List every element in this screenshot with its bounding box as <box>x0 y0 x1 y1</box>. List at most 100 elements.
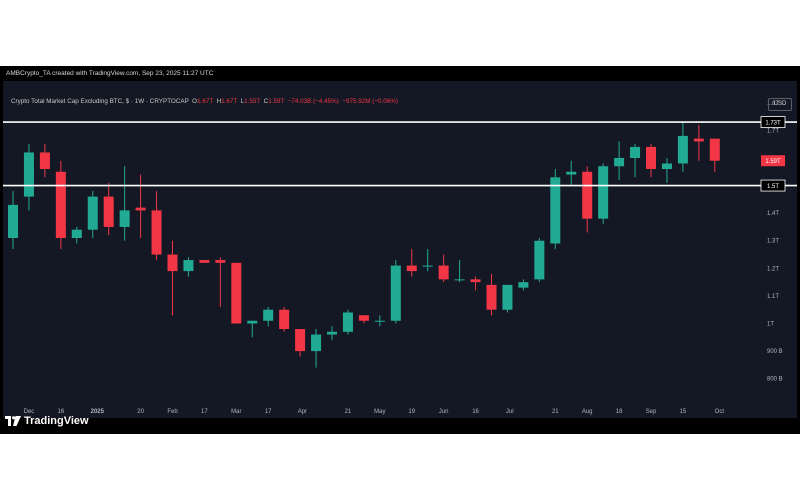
candle-body <box>502 284 513 310</box>
x-tick-label: 16 <box>472 409 479 415</box>
x-tick-label: Oct <box>715 409 725 415</box>
legend-volume-value: −975.92M (−0.06%) <box>342 98 398 105</box>
candle-body <box>151 210 162 255</box>
candle-body <box>183 260 194 272</box>
candle-body <box>614 157 625 167</box>
legend-high-label: H <box>216 98 222 105</box>
y-tick-label: 1.4T <box>767 211 779 217</box>
tradingview-logo-text: TradingView <box>24 415 89 427</box>
legend-close-label: C <box>263 98 269 105</box>
tradingview-logo-icon <box>5 416 21 426</box>
candle-body <box>199 260 210 263</box>
footer-bar <box>3 418 797 434</box>
candle-body <box>103 196 114 227</box>
attribution-text: AMBCrypto_TA created with TradingView.co… <box>6 70 214 77</box>
candle-body <box>454 279 465 281</box>
candle-body <box>8 204 18 238</box>
candle-body <box>661 163 672 170</box>
x-tick-label: 15 <box>680 409 687 415</box>
candle-body <box>247 320 258 324</box>
candle-body <box>119 210 130 227</box>
last-price-label: 1.59T <box>765 159 781 165</box>
candle-body <box>438 265 449 280</box>
currency-selector[interactable]: USD <box>768 98 792 111</box>
x-tick-label: 18 <box>616 409 623 415</box>
candle-body <box>279 309 290 330</box>
candle-body <box>422 265 433 267</box>
symbol-title: Crypto Total Market Cap Excluding BTC, $… <box>11 98 189 105</box>
candle-body <box>263 309 274 321</box>
x-tick-label: 17 <box>201 409 208 415</box>
x-tick-label: 16 <box>58 409 65 415</box>
legend-low-label: L <box>240 98 245 105</box>
candle-body <box>311 334 322 352</box>
x-tick-label: Apr <box>298 409 307 415</box>
x-tick-label: 17 <box>265 409 272 415</box>
candle-body <box>518 282 529 288</box>
x-tick-label: May <box>374 409 385 415</box>
candle-body <box>630 146 641 158</box>
x-tick-label: Jul <box>506 409 514 415</box>
last-price-box <box>761 155 785 167</box>
candle-body <box>71 229 82 238</box>
legend-low-value: 1.55T <box>244 98 261 105</box>
legend-open-label: O <box>192 98 198 105</box>
candle-body <box>677 135 688 164</box>
candle-body <box>327 331 337 335</box>
candle-body <box>87 196 98 230</box>
candle-body <box>55 171 66 238</box>
candle-body <box>295 329 306 352</box>
candle-body <box>550 177 561 244</box>
symbol-legend: Crypto Total Market Cap Excluding BTC, $… <box>11 98 398 105</box>
candle-body <box>215 260 226 263</box>
level-label: 1.73T <box>765 120 781 126</box>
level-label-box <box>760 116 786 129</box>
tradingview-logo[interactable]: TradingView <box>5 415 89 427</box>
candle-body <box>693 138 704 142</box>
y-tick-label: 1.7T <box>767 128 779 134</box>
x-tick-label: 21 <box>552 409 559 415</box>
chart-frame: AMBCrypto_TA created with TradingView.co… <box>0 66 800 434</box>
x-tick-label: 20 <box>137 409 144 415</box>
candle-body <box>406 265 417 272</box>
candle-body <box>582 171 593 219</box>
y-tick-label: 1.3T <box>767 239 779 245</box>
y-tick-label: 1.1T <box>767 294 779 300</box>
x-tick-label: Dec <box>24 409 35 415</box>
y-tick-label: 900 B <box>767 349 783 355</box>
candle-body <box>231 262 242 324</box>
candle-body <box>390 265 401 321</box>
candle-body <box>566 171 577 175</box>
candle-body <box>374 320 385 322</box>
y-tick-label: 800 B <box>767 377 783 383</box>
candle-body <box>358 315 369 321</box>
candle-body <box>135 207 146 211</box>
legend-close-value: 1.59T <box>268 98 285 105</box>
x-tick-label: 2025 <box>91 409 105 415</box>
candle-body <box>598 166 609 219</box>
candle-body <box>23 152 34 197</box>
candle-body <box>486 284 497 310</box>
y-tick-label: 1.8T <box>767 101 779 107</box>
candle-body <box>709 138 720 161</box>
legend-open-value: 1.67T <box>197 98 214 105</box>
candle-body <box>646 146 656 170</box>
y-tick-label: 1.2T <box>767 266 779 272</box>
x-tick-label: 19 <box>408 409 415 415</box>
x-tick-label: Jun <box>439 409 449 415</box>
candle-body <box>167 254 178 272</box>
legend-change-value: −74.03B (−4.45%) <box>287 98 339 105</box>
x-tick-label: Mar <box>231 409 241 415</box>
candle-body <box>39 152 50 170</box>
candle-body <box>534 240 545 280</box>
candle-body <box>342 312 353 332</box>
legend-high-value: 1.67T <box>221 98 238 105</box>
x-tick-label: Aug <box>582 409 593 415</box>
level-label-box <box>760 179 786 192</box>
candle-body <box>470 279 481 283</box>
y-tick-label: 1T <box>767 322 774 328</box>
x-tick-label: Feb <box>167 409 178 415</box>
level-label: 1.5T <box>767 184 779 190</box>
